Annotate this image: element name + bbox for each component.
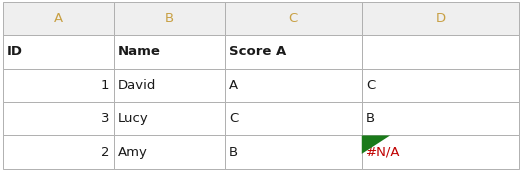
Bar (3, 135, 114, 169)
Text: A: A (54, 12, 63, 25)
Text: ID: ID (7, 45, 23, 58)
Text: 1: 1 (101, 79, 110, 92)
Bar (362, 102, 519, 135)
Bar (114, 2, 225, 35)
Text: D: D (435, 12, 446, 25)
Bar (225, 35, 362, 69)
Text: A: A (229, 79, 238, 92)
Text: Lucy: Lucy (118, 112, 149, 125)
Text: 2: 2 (101, 146, 110, 159)
Bar (3, 2, 114, 35)
Bar (362, 69, 519, 102)
Bar (225, 135, 362, 169)
Bar (114, 35, 225, 69)
Text: C: C (289, 12, 298, 25)
Bar (225, 102, 362, 135)
Bar (114, 69, 225, 102)
Bar (362, 135, 519, 169)
Bar (225, 2, 362, 35)
Bar (3, 69, 114, 102)
Bar (362, 2, 519, 35)
Text: David: David (118, 79, 156, 92)
Text: Name: Name (118, 45, 161, 58)
Text: B: B (165, 12, 174, 25)
Text: C: C (229, 112, 238, 125)
Bar (362, 35, 519, 69)
Text: 3: 3 (101, 112, 110, 125)
Text: Score A: Score A (229, 45, 286, 58)
Bar (225, 69, 362, 102)
Bar (3, 35, 114, 69)
Bar (114, 102, 225, 135)
Text: B: B (366, 112, 375, 125)
Text: B: B (229, 146, 238, 159)
Text: C: C (366, 79, 375, 92)
Polygon shape (362, 135, 390, 154)
Text: Amy: Amy (118, 146, 148, 159)
Bar (114, 135, 225, 169)
Text: #N/A: #N/A (366, 146, 400, 159)
Bar (3, 102, 114, 135)
